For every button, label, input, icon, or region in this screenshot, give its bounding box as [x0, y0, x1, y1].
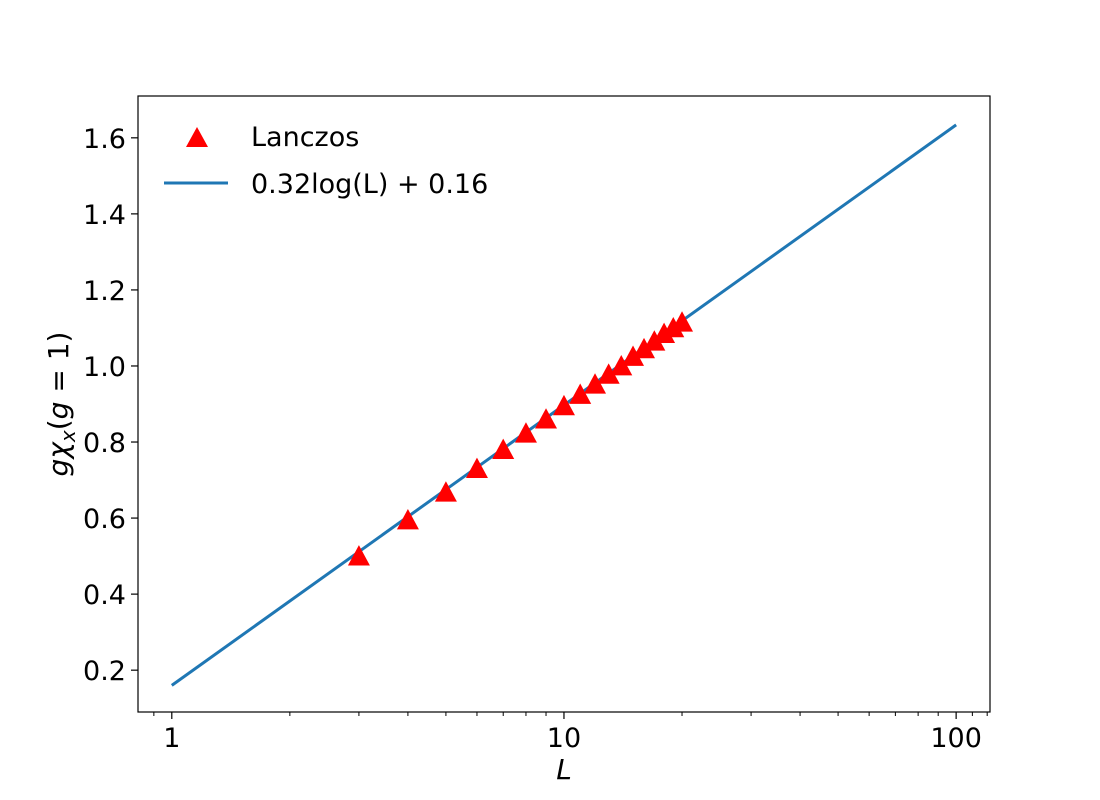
y-tick-label: 0.6 [83, 504, 126, 535]
lanczos-point [434, 481, 457, 502]
x-tick-label: 10 [547, 723, 581, 754]
y-tick-label: 0.2 [83, 656, 126, 687]
lanczos-point [622, 345, 645, 366]
lanczos-point [643, 330, 666, 351]
lanczos-point [653, 322, 676, 344]
lanczos-point [610, 354, 633, 376]
x-ticks: 1 10 100 [163, 712, 982, 754]
y-ticks: 0.2 0.4 0.6 0.8 1.0 1.2 1.4 1.6 [83, 124, 138, 687]
lanczos-point [552, 394, 575, 416]
legend-label-fit: 0.32log(L) + 0.16 [251, 169, 488, 200]
x-tick-label: 1 [163, 723, 180, 754]
y-tick-label: 0.8 [83, 428, 126, 459]
x-axis-label: L [556, 753, 572, 786]
lanczos-point [535, 408, 558, 429]
y-tick-label: 1.2 [83, 276, 126, 307]
x-minor-ticks [153, 712, 988, 716]
lanczos-point [492, 438, 515, 459]
y-tick-label: 1.4 [83, 200, 126, 231]
lanczos-point [569, 383, 592, 404]
plot-area: 1 10 100 0.2 0.4 0.6 0.8 1.0 1.2 1.4 1.6 [83, 95, 991, 754]
legend: Lanczos 0.32log(L) + 0.16 [164, 122, 488, 200]
lanczos-point [514, 422, 537, 443]
y-axis-label: gχx(g = 1) [42, 332, 80, 477]
legend-marker-lanczos [186, 127, 208, 147]
lanczos-point [347, 545, 370, 566]
lanczos-point [633, 337, 656, 359]
y-tick-label: 0.4 [83, 580, 126, 611]
series-layer [170, 123, 958, 687]
lanczos-point [396, 508, 419, 530]
legend-label-lanczos: Lanczos [251, 122, 359, 153]
lanczos-point [671, 311, 694, 332]
lanczos-point [662, 316, 685, 338]
x-tick-label: 100 [930, 723, 982, 754]
lanczos-point [465, 457, 488, 478]
y-tick-label: 1.6 [83, 124, 126, 155]
lanczos-point [584, 373, 607, 394]
y-tick-label: 1.0 [83, 352, 126, 383]
lanczos-point [597, 363, 620, 384]
